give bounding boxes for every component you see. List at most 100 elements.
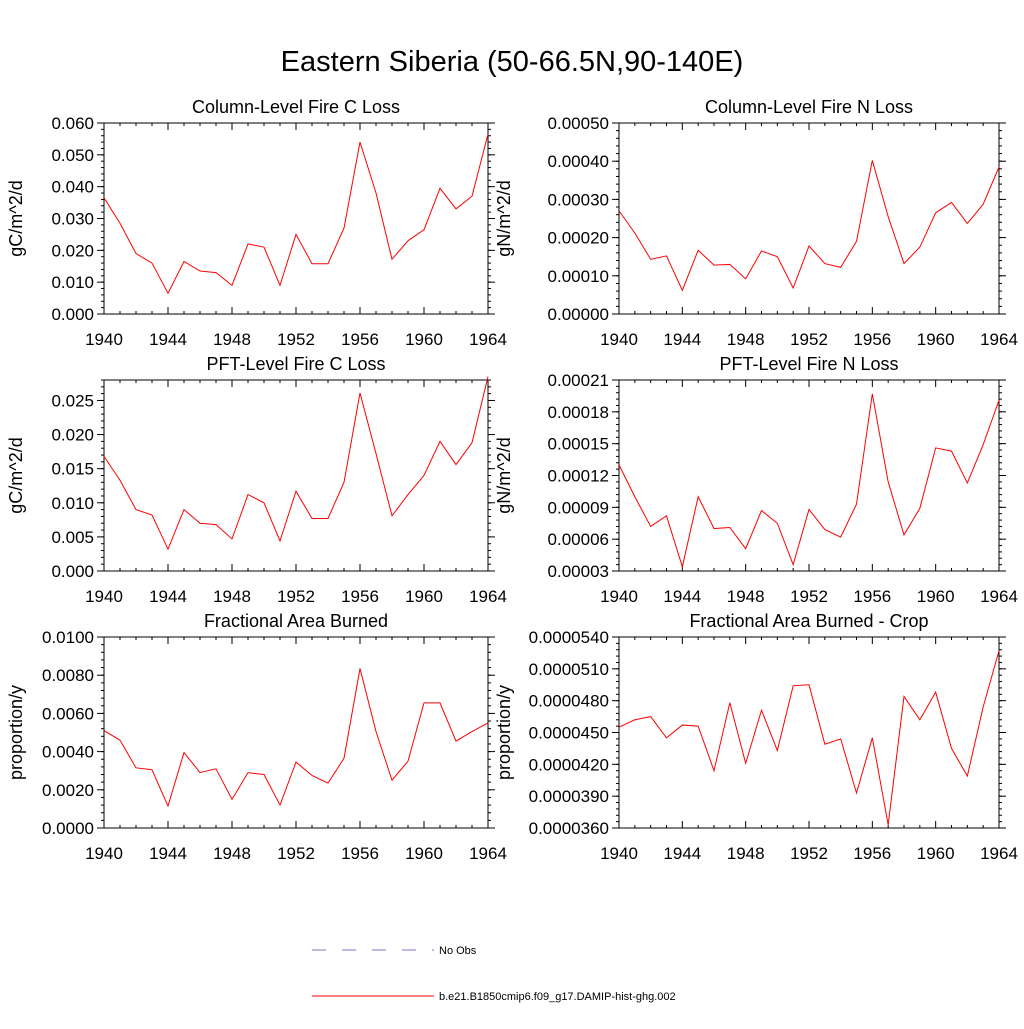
- x-tick-label: 1952: [277, 844, 315, 863]
- y-axis-label: gN/m^2/d: [494, 180, 514, 256]
- y-tick-label: 0.030: [51, 210, 94, 229]
- y-tick-label: 0.00020: [548, 229, 609, 248]
- x-tick-label: 1956: [341, 587, 379, 606]
- y-tick-label: 0.00021: [548, 371, 609, 390]
- x-tick-label: 1956: [853, 844, 891, 863]
- y-tick-label: 0.0020: [42, 781, 94, 800]
- x-tick-label: 1964: [980, 587, 1018, 606]
- y-tick-label: 0.0080: [42, 666, 94, 685]
- y-tick-label: 0.00030: [548, 190, 609, 209]
- y-tick-label: 0.000: [51, 562, 94, 581]
- x-tick-label: 1940: [600, 330, 638, 349]
- y-tick-label: 0.00012: [548, 467, 609, 486]
- x-tick-label: 1952: [790, 844, 828, 863]
- x-tick-label: 1944: [149, 844, 187, 863]
- y-tick-label: 0.00000: [548, 305, 609, 324]
- x-tick-label: 1952: [277, 330, 315, 349]
- x-tick-label: 1948: [213, 844, 251, 863]
- y-axis-label: gC/m^2/d: [6, 180, 26, 256]
- y-tick-label: 0.025: [51, 391, 94, 410]
- x-tick-label: 1944: [149, 587, 187, 606]
- x-tick-label: 1956: [341, 844, 379, 863]
- y-tick-label: 0.0000: [42, 819, 94, 838]
- plot-frame: [618, 122, 1000, 315]
- x-tick-label: 1944: [663, 587, 701, 606]
- panel-1: Column-Level Fire C Loss gC/m^2/d 1940 1944…: [6, 97, 507, 349]
- y-tick-label: 0.0040: [42, 743, 94, 762]
- x-tick-label: 1948: [213, 330, 251, 349]
- y-tick-label: 0.020: [51, 426, 94, 445]
- series-line: [103, 376, 489, 551]
- x-tick-label: 1952: [790, 330, 828, 349]
- panel-2: Column-Level Fire N Loss gN/m^2/d 1940 1944…: [494, 97, 1018, 349]
- x-tick-label: 1940: [85, 330, 123, 349]
- y-tick-label: 0.0000480: [529, 692, 609, 711]
- x-tick-label: 1944: [149, 330, 187, 349]
- y-axis-label: proportion/y: [494, 685, 514, 780]
- x-tick-label: 1940: [600, 844, 638, 863]
- x-tick-label: 1940: [85, 587, 123, 606]
- x-tick-label: 1948: [213, 587, 251, 606]
- panel-5: Fractional Area Burned proportion/y 1940 19…: [6, 611, 507, 863]
- y-tick-label: 0.020: [51, 241, 94, 260]
- series-line: [618, 393, 1000, 569]
- plot-frame: [103, 636, 489, 829]
- y-tick-label: 0.0000510: [529, 660, 609, 679]
- panel-title: Fractional Area Burned - Crop: [689, 611, 928, 631]
- x-tick-label: 1948: [727, 330, 765, 349]
- x-tick-label: 1956: [853, 330, 891, 349]
- y-tick-label: 0.00018: [548, 403, 609, 422]
- x-tick-label: 1944: [663, 844, 701, 863]
- plot-frame: [618, 379, 1000, 572]
- x-tick-label: 1964: [980, 844, 1018, 863]
- y-tick-label: 0.0060: [42, 704, 94, 723]
- plot-frame: [618, 636, 1000, 829]
- y-tick-label: 0.060: [51, 114, 94, 133]
- y-tick-label: 0.015: [51, 460, 94, 479]
- legend: No Obs b.e21.B1850cmip6.f09_g17.DAMIP-his…: [312, 945, 676, 1003]
- x-tick-label: 1960: [917, 587, 955, 606]
- y-axis-label: proportion/y: [6, 685, 26, 780]
- y-tick-label: 0.00040: [548, 152, 609, 171]
- series-line: [618, 160, 1000, 292]
- x-tick-label: 1964: [980, 330, 1018, 349]
- series-line: [103, 134, 489, 295]
- panel-title: PFT-Level Fire C Loss: [206, 354, 385, 374]
- y-tick-label: 0.00050: [548, 114, 609, 133]
- y-tick-label: 0.000: [51, 305, 94, 324]
- y-tick-label: 0.005: [51, 528, 94, 547]
- panel-title: Column-Level Fire C Loss: [192, 97, 400, 117]
- x-tick-label: 1952: [277, 587, 315, 606]
- panel-6: Fractional Area Burned - Crop proportion/…: [494, 611, 1018, 863]
- series-line: [618, 650, 1000, 825]
- x-tick-label: 1964: [469, 844, 507, 863]
- legend-label: b.e21.B1850cmip6.f09_g17.DAMIP-hist-ghg.…: [439, 991, 676, 1003]
- y-tick-label: 0.00003: [548, 562, 609, 581]
- x-tick-label: 1948: [727, 844, 765, 863]
- y-tick-label: 0.00009: [548, 498, 609, 517]
- x-tick-label: 1960: [405, 587, 443, 606]
- x-tick-label: 1956: [853, 587, 891, 606]
- y-tick-label: 0.0000450: [529, 724, 609, 743]
- figure-title: Eastern Siberia (50-66.5N,90-140E): [280, 46, 744, 78]
- x-tick-label: 1964: [469, 587, 507, 606]
- panel-4: PFT-Level Fire N Loss gN/m^2/d 1940 1944 194…: [494, 354, 1018, 606]
- y-tick-label: 0.050: [51, 146, 94, 165]
- panel-3: PFT-Level Fire C Loss gC/m^2/d 1940 1944 194…: [6, 354, 507, 606]
- x-tick-label: 1960: [405, 844, 443, 863]
- y-tick-label: 0.0000540: [529, 628, 609, 647]
- y-tick-label: 0.040: [51, 178, 94, 197]
- panel-title: Column-Level Fire N Loss: [705, 97, 913, 117]
- plot-frame: [103, 379, 489, 572]
- panel-title: Fractional Area Burned: [204, 611, 388, 631]
- x-tick-label: 1960: [917, 844, 955, 863]
- x-tick-label: 1956: [341, 330, 379, 349]
- panel-title: PFT-Level Fire N Loss: [719, 354, 898, 374]
- y-tick-label: 0.0000420: [529, 755, 609, 774]
- y-axis-label: gN/m^2/d: [494, 437, 514, 513]
- y-tick-label: 0.010: [51, 494, 94, 513]
- x-tick-label: 1960: [917, 330, 955, 349]
- y-tick-label: 0.0000360: [529, 819, 609, 838]
- y-axis-label: gC/m^2/d: [6, 437, 26, 513]
